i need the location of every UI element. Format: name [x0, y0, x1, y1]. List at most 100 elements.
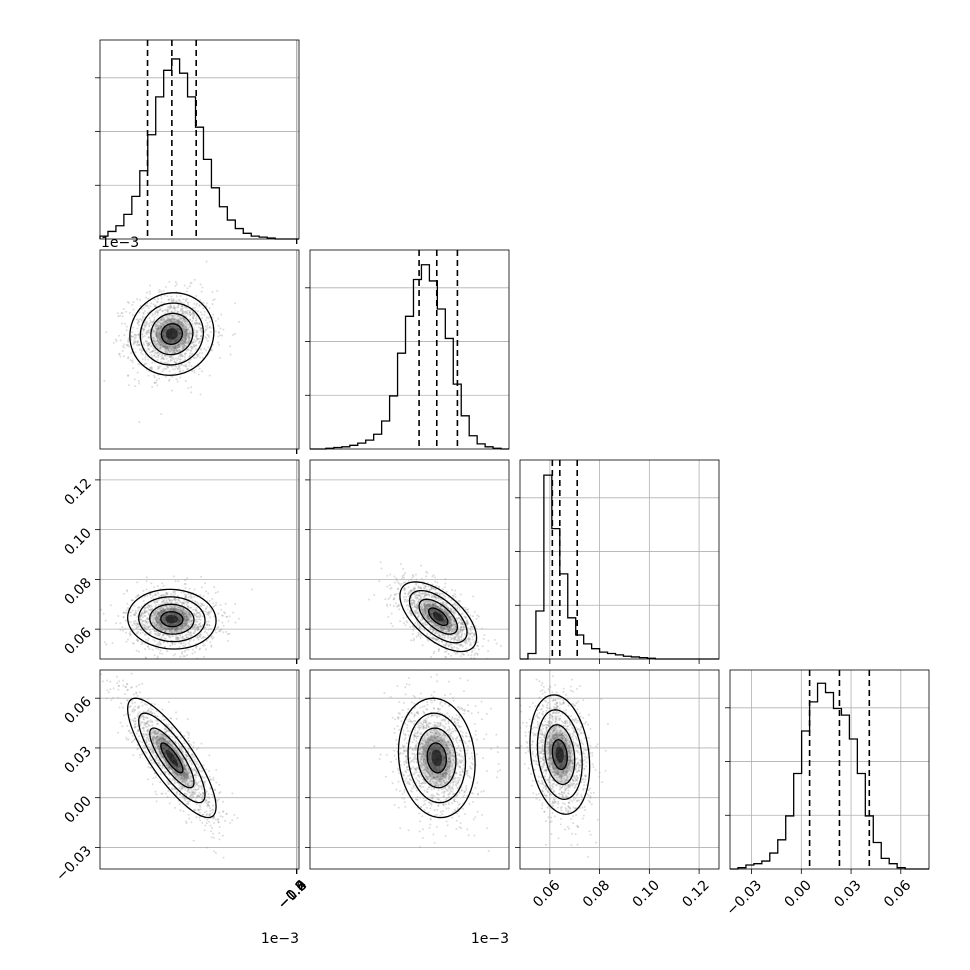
sample-point	[136, 623, 139, 626]
sample-point	[187, 625, 190, 628]
sample-point	[413, 589, 416, 592]
sample-point	[199, 634, 202, 637]
sample-point	[187, 642, 190, 645]
sample-point	[198, 634, 201, 637]
sample-point	[188, 330, 191, 333]
sample-point	[442, 602, 445, 605]
sample-point	[208, 599, 211, 602]
sample-point	[438, 607, 441, 610]
sample-point	[174, 771, 177, 774]
sample-point	[179, 321, 182, 324]
sample-point	[184, 586, 187, 589]
sample-point	[155, 333, 158, 336]
sample-point	[209, 641, 212, 644]
sample-point	[210, 645, 213, 648]
hist-panel-0	[99, 39, 300, 240]
sample-point	[188, 634, 191, 637]
sample-point	[477, 644, 480, 647]
sample-point	[183, 602, 186, 605]
sample-point	[155, 328, 158, 331]
sample-point	[181, 325, 184, 328]
sample-point	[188, 732, 191, 735]
sample-point	[417, 598, 420, 601]
sample-point	[185, 776, 188, 779]
sample-point	[169, 325, 172, 328]
sample-point	[168, 802, 171, 805]
sample-point	[133, 726, 136, 729]
sample-point	[402, 567, 405, 570]
sample-point	[154, 737, 157, 740]
sample-point	[460, 638, 463, 641]
sample-point	[184, 328, 187, 331]
sample-point	[160, 635, 163, 638]
sample-point	[132, 720, 135, 723]
sample-point	[144, 610, 147, 613]
sample-point	[447, 630, 450, 633]
sample-point	[430, 600, 433, 603]
sample-point	[153, 354, 156, 357]
sample-point	[147, 344, 150, 347]
sample-point	[159, 755, 162, 758]
sample-point	[193, 278, 196, 281]
sample-point	[451, 634, 454, 637]
sample-point	[185, 594, 188, 597]
sample-point	[180, 591, 183, 594]
sample-point	[187, 618, 190, 621]
sample-point	[187, 772, 190, 775]
sample-point	[152, 777, 155, 780]
sample-point	[428, 593, 431, 596]
sample-point	[148, 724, 151, 727]
sample-point	[172, 314, 175, 317]
sample-point	[416, 593, 419, 596]
sample-point	[177, 626, 180, 629]
sample-point	[439, 601, 442, 604]
sample-point	[156, 346, 159, 349]
sample-point	[173, 787, 176, 790]
sample-point	[411, 576, 414, 579]
sample-point	[186, 613, 189, 616]
sample-point	[163, 734, 166, 737]
sample-point	[139, 740, 142, 743]
sample-point	[153, 640, 156, 643]
sample-point	[403, 589, 406, 592]
sample-point	[180, 625, 183, 628]
sample-point	[197, 781, 200, 784]
sample-point	[165, 357, 168, 360]
sample-point	[205, 639, 208, 642]
sample-point	[184, 595, 187, 598]
sample-point	[179, 295, 182, 298]
sample-point	[425, 575, 428, 578]
sample-point	[443, 621, 446, 624]
sample-point	[234, 621, 237, 624]
sample-point	[183, 772, 186, 775]
sample-point	[427, 618, 430, 621]
sample-point	[420, 577, 423, 580]
sample-point	[461, 629, 464, 632]
sample-point	[197, 337, 200, 340]
sample-point	[176, 300, 179, 303]
sample-point	[185, 623, 188, 626]
sample-point	[166, 795, 169, 798]
sample-point	[154, 612, 157, 615]
sample-point	[481, 627, 484, 630]
sample-point	[195, 321, 198, 324]
sample-point	[153, 330, 156, 333]
sample-point	[184, 620, 187, 623]
sample-point	[155, 740, 158, 743]
histogram-step-3	[730, 682, 929, 870]
sample-point	[186, 718, 189, 721]
sample-point	[183, 334, 186, 337]
sample-point	[170, 295, 173, 298]
sample-point	[136, 639, 139, 642]
sample-point	[143, 626, 146, 629]
sample-point	[166, 650, 169, 653]
sample-point	[180, 308, 183, 311]
sample-point	[424, 611, 427, 614]
sample-point	[124, 631, 127, 634]
sample-point	[133, 333, 136, 336]
sample-point	[424, 611, 427, 614]
sample-point	[410, 612, 413, 615]
sample-point	[158, 614, 161, 617]
sample-point	[145, 733, 148, 736]
sample-point	[176, 350, 179, 353]
